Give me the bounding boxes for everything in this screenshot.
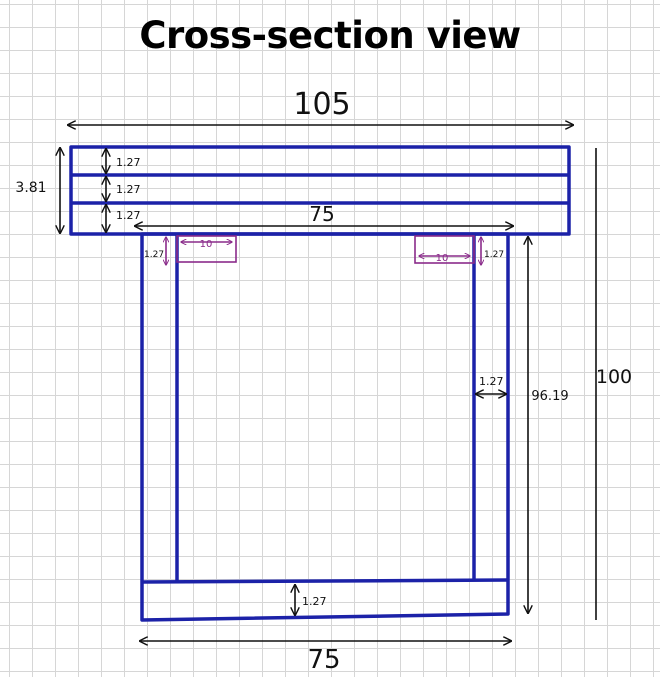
box-outline	[140, 232, 510, 622]
top-stack-height-label: 3.81	[15, 180, 46, 196]
top-layer-1-label: 1.27	[116, 156, 141, 169]
left-insert-label: 10	[200, 239, 213, 250]
side-height-label: 96.19	[531, 389, 568, 404]
top-layer-3-label: 1.27	[116, 209, 141, 222]
left-insert	[176, 235, 237, 263]
right-wall-top-label: 1.27	[484, 250, 504, 260]
overall-height-label: 100	[596, 366, 632, 388]
bottom-width-label: 75	[307, 645, 340, 675]
bottom-plate-top-edge	[141, 578, 509, 584]
side-wall-thickness-label: 1.27	[479, 375, 504, 388]
right-insert-label: 10	[436, 253, 449, 264]
inner-width-label: 75	[309, 202, 334, 226]
diagram-title: Cross-section view	[139, 14, 521, 57]
left-wall-top-label: 1.27	[144, 250, 164, 260]
top-layer-2-label: 1.27	[116, 183, 141, 196]
overall-width-label: 105	[293, 87, 350, 122]
bottom-thickness-label: 1.27	[302, 595, 327, 608]
right-insert	[414, 235, 475, 264]
